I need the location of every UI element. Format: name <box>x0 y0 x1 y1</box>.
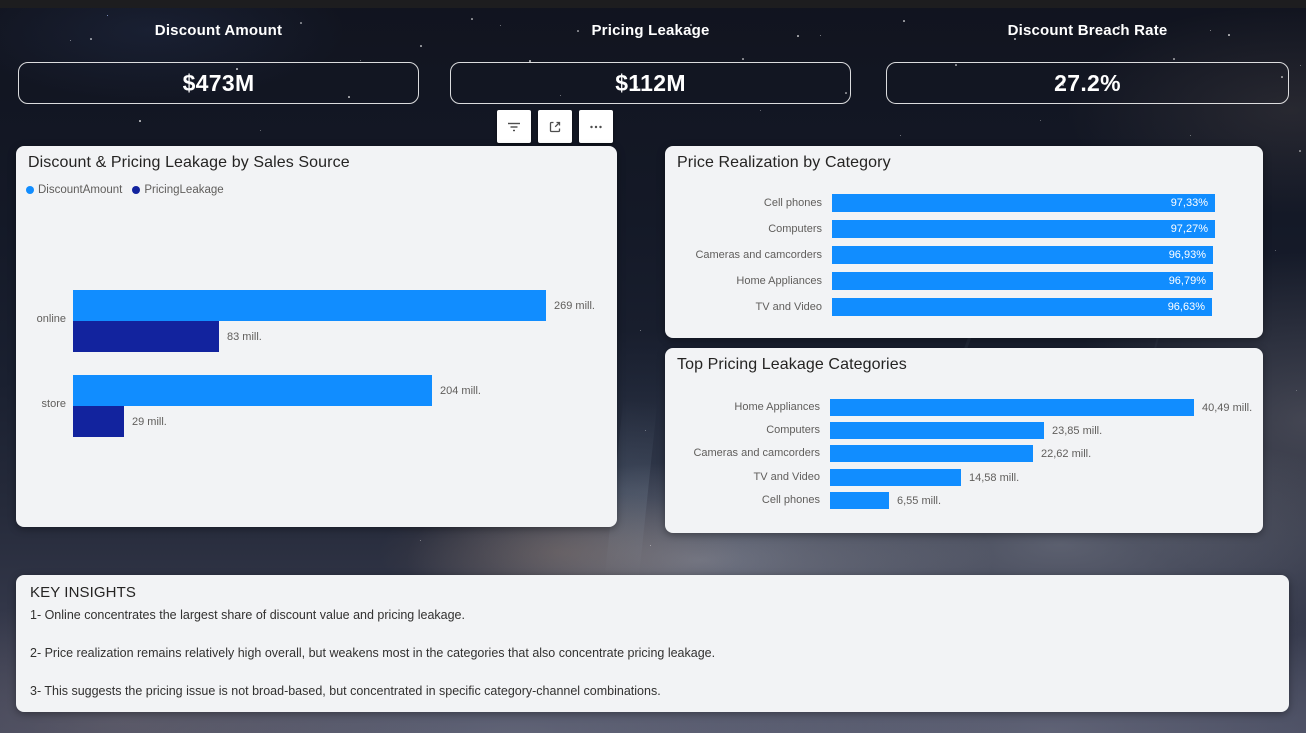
more-options-icon <box>588 119 604 135</box>
visual-toolbar <box>497 110 613 143</box>
bar-store-discount-amount[interactable] <box>73 375 432 406</box>
key-insights-card: KEY INSIGHTS 1- Online concentrates the … <box>16 575 1289 712</box>
bar-value-label: 96,79% <box>1168 275 1206 287</box>
bar-home-appliances[interactable] <box>830 399 1194 416</box>
insights-title: KEY INSIGHTS <box>30 584 136 601</box>
category-label: TV and Video <box>755 301 822 313</box>
kpi-card-discount-breach-rate: 27.2% <box>886 62 1289 104</box>
bar-value-label: 97,27% <box>1170 223 1208 235</box>
chart-title: Top Pricing Leakage Categories <box>677 356 907 373</box>
legend-label: PricingLeakage <box>144 184 224 196</box>
category-label: Computers <box>768 223 822 235</box>
bar-value-label: 204 mill. <box>440 384 481 397</box>
chart-top-pricing-leakage: Top Pricing Leakage Categories Home Appl… <box>665 348 1263 533</box>
bar-value-label: 269 mill. <box>554 299 595 312</box>
bar-value-label: 40,49 mill. <box>1202 401 1253 414</box>
insight-item: 3- This suggests the pricing issue is no… <box>30 684 661 698</box>
kpi-title-discount-breach-rate: Discount Breach Rate <box>1007 22 1168 39</box>
category-label: Cell phones <box>761 494 820 506</box>
top-edge-strip <box>0 0 1306 8</box>
category-label: Cameras and camcorders <box>693 447 820 459</box>
filter-icon <box>506 119 522 135</box>
more-options-button[interactable] <box>579 110 613 143</box>
bar-cameras-and-camcorders[interactable]: 96,93% <box>832 246 1213 264</box>
bar-home-appliances[interactable]: 96,79% <box>832 272 1213 290</box>
legend-dot <box>132 186 141 194</box>
chart-sales-source: Discount & Pricing Leakage by Sales Sour… <box>16 146 617 527</box>
category-label: Computers <box>766 424 820 436</box>
bar-value-label: 97,33% <box>1170 197 1208 209</box>
bar-computers[interactable]: 97,27% <box>832 220 1215 238</box>
kpi-card-pricing-leakage: $112M <box>450 62 851 104</box>
insight-item: 1- Online concentrates the largest share… <box>30 608 465 622</box>
chart-title: Price Realization by Category <box>677 154 891 171</box>
category-label: TV and Video <box>753 471 820 483</box>
bar-tv-and-video[interactable]: 96,63% <box>832 298 1212 316</box>
bar-computers[interactable] <box>830 422 1044 439</box>
chart-title: Discount & Pricing Leakage by Sales Sour… <box>28 154 350 171</box>
bar-online-discount-amount[interactable] <box>73 290 546 321</box>
kpi-value: 27.2% <box>1054 69 1121 96</box>
category-label: Home Appliances <box>736 275 822 287</box>
focus-mode-button[interactable] <box>538 110 572 143</box>
kpi-title-discount-amount: Discount Amount <box>154 22 283 39</box>
kpi-title-pricing-leakage: Pricing Leakage <box>591 22 710 39</box>
bar-cell-phones[interactable] <box>830 492 889 509</box>
chart-price-realization: Price Realization by Category Cell phone… <box>665 146 1263 338</box>
kpi-card-discount-amount: $473M <box>18 62 419 104</box>
legend-item-discount-amount[interactable]: DiscountAmount <box>26 184 122 196</box>
bar-value-label: 96,63% <box>1167 301 1205 313</box>
legend-label: DiscountAmount <box>38 184 123 196</box>
bar-cameras-and-camcorders[interactable] <box>830 445 1033 462</box>
legend-dot <box>26 186 34 194</box>
insight-item: 2- Price realization remains relatively … <box>30 646 716 660</box>
bar-value-label: 96,93% <box>1168 249 1206 261</box>
bar-value-label: 83 mill. <box>227 330 262 343</box>
bar-value-label: 29 mill. <box>132 415 167 428</box>
kpi-value: $112M <box>615 69 686 96</box>
bar-value-label: 14,58 mill. <box>969 471 1020 484</box>
bar-cell-phones[interactable]: 97,33% <box>832 194 1215 212</box>
bar-value-label: 23,85 mill. <box>1052 424 1103 437</box>
category-label-online: online <box>36 313 66 325</box>
bar-value-label: 6,55 mill. <box>897 494 942 507</box>
legend-item-pricing-leakage[interactable]: PricingLeakage <box>132 184 224 196</box>
category-label-store: store <box>41 398 66 410</box>
bar-store-pricing-leakage[interactable] <box>73 406 124 437</box>
category-label: Cameras and camcorders <box>695 249 822 261</box>
category-label: Home Appliances <box>734 401 820 413</box>
bar-value-label: 22,62 mill. <box>1041 447 1092 460</box>
bar-tv-and-video[interactable] <box>830 469 961 486</box>
bar-online-pricing-leakage[interactable] <box>73 321 219 352</box>
kpi-value: $473M <box>182 69 255 96</box>
category-label: Cell phones <box>763 197 822 209</box>
filter-button[interactable] <box>497 110 531 143</box>
focus-mode-icon <box>547 119 563 135</box>
legend: DiscountAmount PricingLeakage <box>26 184 224 196</box>
